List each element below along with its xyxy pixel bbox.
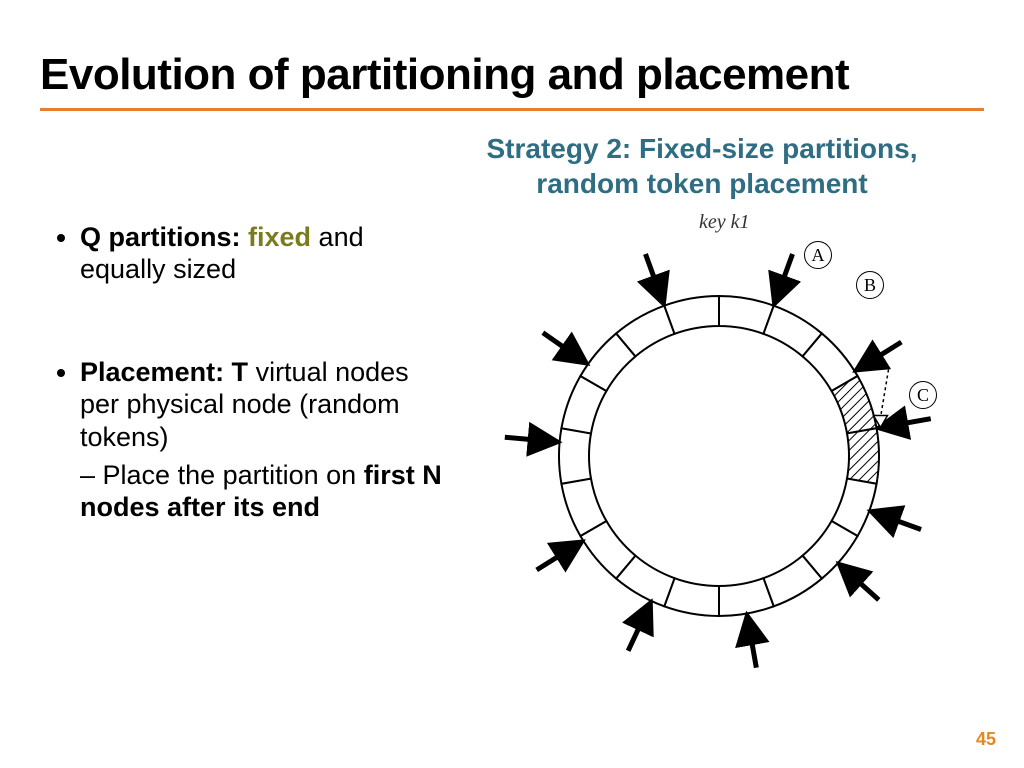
subtitle-line2: random token placement (536, 168, 867, 199)
page-number: 45 (976, 729, 996, 750)
slide-subtitle: Strategy 2: Fixed-size partitions, rando… (420, 131, 984, 201)
subtitle-line1: Strategy 2: Fixed-size partitions, (487, 133, 918, 164)
ring-svg (464, 221, 984, 691)
bullet-2-sub: Place the partition on first N nodes aft… (80, 459, 454, 524)
node-label-a: A (804, 241, 832, 269)
node-label-b: B (856, 271, 884, 299)
bullet-1: Q partitions: fixed and equally sized (80, 221, 454, 286)
ring-diagram: key k1 ABC (464, 221, 984, 696)
key-label: key k1 (699, 211, 750, 234)
title-rule (40, 108, 984, 111)
bullet-2: Placement: T virtual nodes per physical … (80, 356, 454, 524)
node-label-c: C (909, 381, 937, 409)
bullet-1-strong: Q partitions: (80, 222, 241, 252)
bullet-2-strong: Placement: T (80, 357, 248, 387)
bullet-2-sub-pre: Place the partition on (103, 460, 364, 490)
bullet-1-olive: fixed (248, 222, 311, 252)
bullet-list: Q partitions: fixed and equally sized Pl… (40, 221, 454, 696)
slide-title: Evolution of partitioning and placement (40, 50, 984, 100)
